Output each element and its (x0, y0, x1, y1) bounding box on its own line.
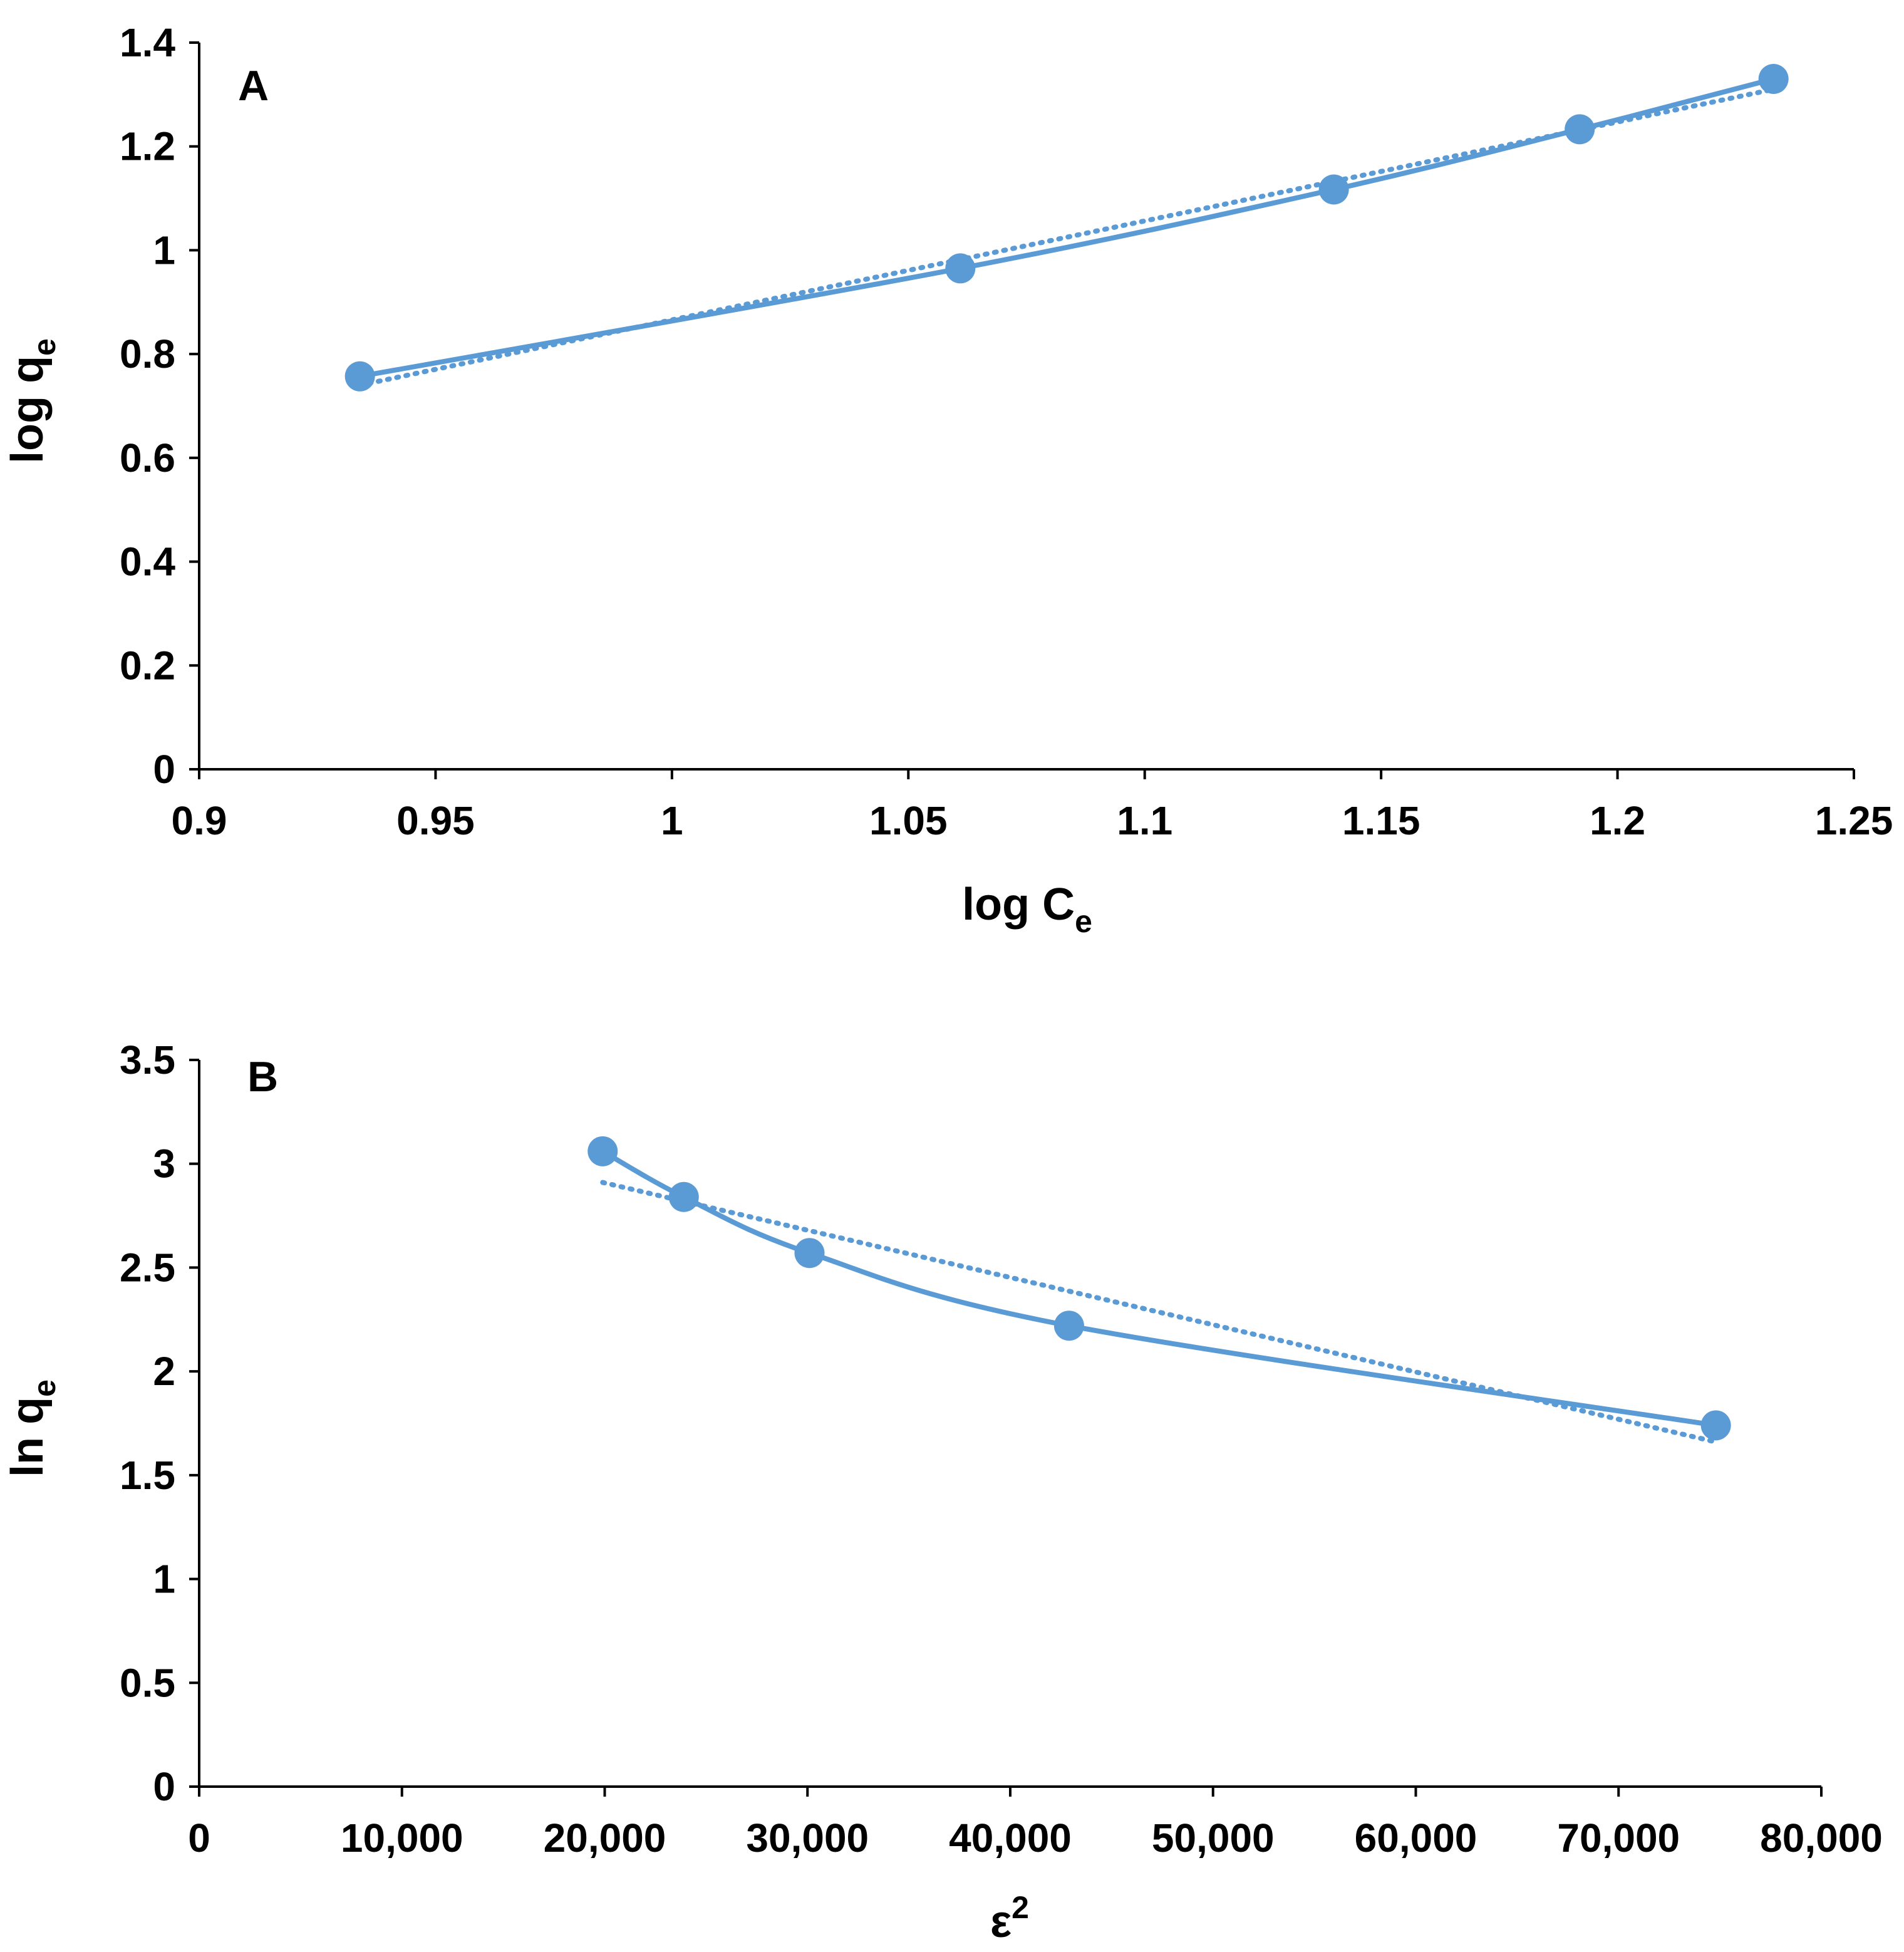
panel-a-data-point (344, 361, 375, 392)
panel-a-y-axis-title-main: log q (3, 356, 53, 464)
panel-b-data-point (587, 1136, 618, 1166)
panel-b-y-tick-label: 2.5 (120, 1245, 175, 1290)
panel-a-y-tick-label: 0.2 (120, 643, 175, 688)
panel-b-x-axis-title-main: ε (990, 1897, 1011, 1947)
panel-b-series-line (600, 1148, 1719, 1428)
panel-a-y-axis-title: log qe (3, 338, 62, 464)
panel-b-x-tick-label: 50,000 (1152, 1815, 1275, 1861)
panel-b-data-point (794, 1238, 825, 1269)
panel-b-x-tick-label: 60,000 (1355, 1815, 1477, 1861)
panel-b-y-tick-label: 1 (153, 1557, 175, 1602)
panel-b-label: B (247, 1053, 278, 1101)
panel-a-y-axis-title-subscript: e (27, 338, 62, 356)
panel-a-y-tick-label: 0.8 (120, 331, 175, 376)
panel-a-x-axis-ticks: 0.9 0.95 1 1.05 1.1 1.15 1.2 1.25 (172, 769, 1893, 843)
panel-b-x-tick-label: 40,000 (949, 1815, 1072, 1861)
panel-b-y-tick-label: 0 (153, 1764, 175, 1809)
panel-b-y-tick-label: 3 (153, 1141, 175, 1186)
panel-b-x-tick-label: 30,000 (746, 1815, 869, 1861)
panel-a-x-tick-label: 1.1 (1117, 798, 1172, 843)
panel-b-y-tick-label: 0.5 (120, 1660, 175, 1705)
panel-a-x-axis-title-main: log C (962, 880, 1075, 930)
panel-b-x-tick-label: 10,000 (341, 1815, 463, 1861)
panel-b-x-axis-ticks: 0 10,000 20,000 30,000 40,000 50,000 60,000 70,… (188, 1787, 1883, 1861)
panel-a-y-tick-label: 0 (153, 747, 175, 792)
panel-a-chart: 0 0.2 0.4 0.6 0.8 1 1.2 1.4 0.9 0.95 1 1.05 1.1 1.15… (3, 20, 1893, 939)
panel-a-x-tick-label: 1.2 (1590, 798, 1645, 843)
panel-b-data-point (668, 1181, 699, 1212)
panel-a-x-tick-label: 1 (661, 798, 683, 843)
panel-a-x-axis-title-subscript: e (1075, 904, 1092, 939)
panel-b-y-axis-title-main: ln q (3, 1397, 53, 1477)
panel-b-y-axis-title: ln qe (3, 1379, 62, 1477)
panel-b-x-tick-label: 20,000 (544, 1815, 666, 1861)
panel-a-y-tick-label: 1 (153, 227, 175, 273)
panel-a-x-tick-label: 0.9 (172, 798, 227, 843)
panel-b-x-tick-label: 80,000 (1760, 1815, 1883, 1861)
panel-b-y-tick-label: 2 (153, 1349, 175, 1394)
panel-b-data-point (1700, 1410, 1731, 1441)
panel-a-data-point (945, 253, 976, 284)
panel-a-data-point (1565, 114, 1595, 145)
panel-a-data-point (1318, 174, 1349, 205)
panel-b-x-axis-title: ε2 (990, 1890, 1029, 1947)
panel-a-y-tick-label: 1.4 (120, 20, 175, 65)
panel-a-y-tick-label: 0.6 (120, 435, 175, 480)
panel-b-x-tick-label: 70,000 (1557, 1815, 1680, 1861)
panel-a-data-point (1758, 64, 1789, 94)
panel-a-y-tick-label: 1.2 (120, 124, 175, 169)
panel-a-x-tick-label: 0.95 (396, 798, 475, 843)
panel-a-x-tick-label: 1.25 (1815, 798, 1893, 843)
panel-b-y-tick-label: 1.5 (120, 1453, 175, 1498)
panel-b-y-axis-title-subscript: e (27, 1379, 62, 1397)
panel-b-data-point (1053, 1311, 1084, 1341)
panel-a-series (344, 64, 1789, 392)
panel-a-x-tick-label: 1.15 (1342, 798, 1420, 843)
panel-a-x-axis-title: log Ce (962, 880, 1092, 939)
panel-b-y-axis-ticks: 0 0.5 1 1.5 2 2.5 3 3.5 (120, 1037, 199, 1809)
panel-b-x-axis-title-superscript: 2 (1011, 1890, 1029, 1925)
panel-a-y-tick-label: 0.4 (120, 539, 175, 584)
panel-a-x-tick-label: 1.05 (869, 798, 948, 843)
panel-b-chart: 0 0.5 1 1.5 2 2.5 3 3.5 0 10,000 20,000 30,000 40,0… (3, 1037, 1883, 1947)
panel-a-label: A (238, 62, 269, 110)
panel-a-y-axis-ticks: 0 0.2 0.4 0.6 0.8 1 1.2 1.4 (120, 20, 199, 792)
panel-b-x-tick-label: 0 (188, 1815, 210, 1861)
panel-b-series (587, 1136, 1731, 1445)
panel-a-series-line (357, 76, 1776, 379)
panel-b-y-tick-label: 3.5 (120, 1037, 175, 1082)
